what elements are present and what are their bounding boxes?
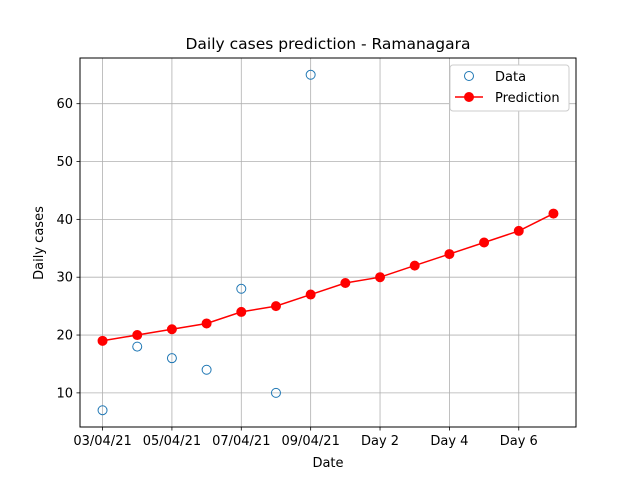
x-tick-label: 03/04/21	[73, 434, 131, 449]
data-point	[305, 69, 316, 80]
y-axis: 10 20 30 40 50 60	[56, 97, 80, 401]
plot-frame	[79, 57, 577, 428]
chart-title: Daily cases prediction - Ramanagara	[185, 35, 470, 53]
x-axis-label: Date	[312, 456, 343, 471]
x-tick-label: 07/04/21	[212, 434, 270, 449]
prediction-point	[513, 225, 524, 236]
prediction-point	[305, 289, 316, 300]
grid	[80, 58, 576, 427]
data-point	[132, 341, 143, 352]
x-tick-label: 09/04/21	[281, 434, 339, 449]
prediction-point	[97, 335, 108, 346]
legend-prediction-label: Prediction	[495, 91, 560, 106]
y-tick-label: 30	[56, 271, 73, 286]
x-axis: 03/04/21 05/04/21 07/04/21 09/04/21 Day 2 Day…	[73, 427, 538, 449]
legend-data-label: Data	[495, 70, 526, 85]
data-series	[97, 69, 316, 416]
prediction-point	[409, 260, 420, 271]
y-axis-label: Daily cases	[32, 206, 47, 280]
x-tick-label: Day 4	[430, 434, 468, 449]
x-tick-label: Day 2	[361, 434, 399, 449]
prediction-point	[340, 277, 351, 288]
prediction-line	[102, 212, 554, 342]
x-tick-label: Day 6	[500, 434, 538, 449]
data-point	[166, 353, 177, 364]
prediction-point	[444, 249, 455, 260]
data-point	[236, 283, 247, 294]
x-tick-label: 05/04/21	[143, 434, 201, 449]
legend-prediction-marker	[464, 92, 474, 102]
data-point	[270, 387, 281, 398]
prediction-point	[548, 208, 559, 219]
y-tick-label: 20	[56, 329, 73, 344]
prediction-point	[132, 330, 143, 341]
y-tick-label: 40	[56, 213, 73, 228]
prediction-point	[479, 237, 490, 248]
legend-data-marker	[464, 71, 474, 81]
prediction-point	[375, 272, 386, 283]
prediction-series	[97, 208, 559, 346]
prediction-point	[236, 306, 247, 317]
data-point	[97, 405, 108, 416]
prediction-point	[166, 324, 177, 335]
prediction-point	[201, 318, 212, 329]
y-tick-label: 10	[56, 386, 73, 401]
legend-box	[449, 64, 570, 112]
prediction-point	[270, 301, 281, 312]
y-tick-label: 50	[56, 155, 73, 170]
y-tick-label: 60	[56, 97, 73, 112]
data-point	[201, 364, 212, 375]
legend: Data Prediction	[449, 64, 570, 112]
